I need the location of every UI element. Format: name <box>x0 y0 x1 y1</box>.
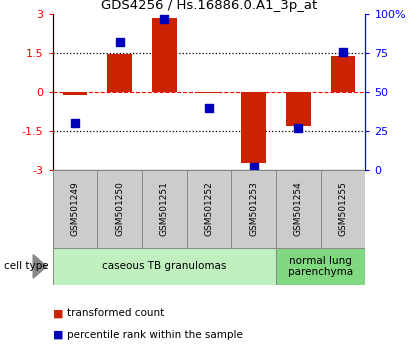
Point <box>340 49 346 55</box>
Point <box>161 16 168 22</box>
Point <box>71 120 78 126</box>
Bar <box>142 170 186 248</box>
Bar <box>241 92 266 164</box>
Text: ■: ■ <box>52 330 63 339</box>
Bar <box>107 55 132 92</box>
Text: GSM501255: GSM501255 <box>339 181 348 236</box>
Bar <box>197 92 221 93</box>
Point <box>206 105 212 110</box>
Text: GSM501254: GSM501254 <box>294 182 303 236</box>
Bar <box>52 248 276 285</box>
Polygon shape <box>33 255 47 278</box>
Bar <box>331 56 355 92</box>
Point <box>250 164 257 170</box>
Text: GSM501251: GSM501251 <box>160 181 169 236</box>
Text: ■: ■ <box>52 308 63 318</box>
Bar <box>52 170 97 248</box>
Point <box>295 125 302 131</box>
Text: percentile rank within the sample: percentile rank within the sample <box>67 330 243 339</box>
Text: cell type: cell type <box>4 261 49 272</box>
Point <box>116 39 123 45</box>
Bar <box>321 170 365 248</box>
Title: GDS4256 / Hs.16886.0.A1_3p_at: GDS4256 / Hs.16886.0.A1_3p_at <box>101 0 317 12</box>
Text: GSM501253: GSM501253 <box>249 181 258 236</box>
Bar <box>152 18 176 92</box>
Text: transformed count: transformed count <box>67 308 165 318</box>
Text: GSM501250: GSM501250 <box>115 181 124 236</box>
Bar <box>231 170 276 248</box>
Text: GSM501252: GSM501252 <box>205 182 213 236</box>
Bar <box>276 248 365 285</box>
Bar <box>276 170 321 248</box>
Bar <box>186 170 231 248</box>
Text: caseous TB granulomas: caseous TB granulomas <box>102 261 226 272</box>
Text: GSM501249: GSM501249 <box>71 182 79 236</box>
Bar <box>286 92 311 126</box>
Bar <box>63 92 87 95</box>
Text: normal lung
parenchyma: normal lung parenchyma <box>288 256 353 277</box>
Bar <box>97 170 142 248</box>
